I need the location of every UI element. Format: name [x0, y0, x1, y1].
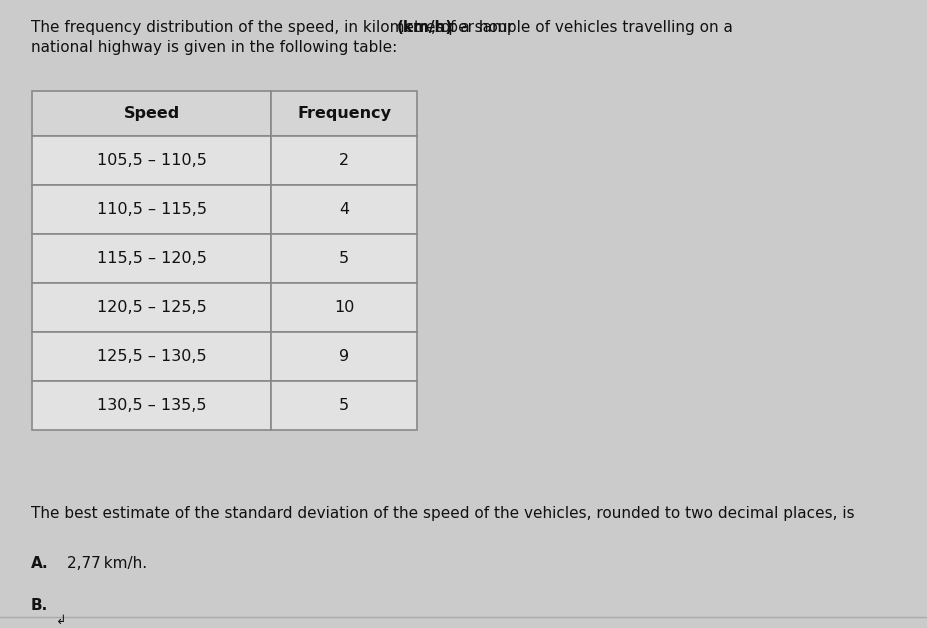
Text: Speed: Speed — [123, 106, 180, 121]
Bar — [271, 234, 417, 283]
Bar — [32, 185, 271, 234]
Text: 2: 2 — [339, 153, 349, 168]
Text: 2,77 km/h.: 2,77 km/h. — [67, 556, 146, 571]
Text: 110,5 – 115,5: 110,5 – 115,5 — [96, 202, 207, 217]
Text: ↲: ↲ — [56, 614, 66, 627]
Text: national highway is given in the following table:: national highway is given in the followi… — [31, 40, 397, 55]
Text: 125,5 – 130,5: 125,5 – 130,5 — [97, 349, 207, 364]
Text: 115,5 – 120,5: 115,5 – 120,5 — [96, 251, 207, 266]
Text: 120,5 – 125,5: 120,5 – 125,5 — [96, 300, 207, 315]
Bar — [32, 136, 271, 185]
Text: A.: A. — [31, 556, 48, 571]
Text: 9: 9 — [339, 349, 349, 364]
Text: (km/h): (km/h) — [397, 20, 453, 35]
Bar — [32, 332, 271, 381]
Text: 105,5 – 110,5: 105,5 – 110,5 — [96, 153, 207, 168]
Bar — [271, 136, 417, 185]
Text: B.: B. — [31, 598, 48, 613]
Bar — [271, 283, 417, 332]
Bar — [271, 332, 417, 381]
Text: , of a sample of vehicles travelling on a: , of a sample of vehicles travelling on … — [431, 20, 733, 35]
Bar — [271, 381, 417, 430]
Bar — [32, 234, 271, 283]
Text: The best estimate of the standard deviation of the speed of the vehicles, rounde: The best estimate of the standard deviat… — [31, 506, 854, 521]
Bar — [32, 283, 271, 332]
Text: 5: 5 — [339, 251, 349, 266]
Bar — [32, 381, 271, 430]
Bar — [32, 91, 271, 136]
Text: 4: 4 — [339, 202, 349, 217]
Bar — [271, 91, 417, 136]
Text: Frequency: Frequency — [297, 106, 391, 121]
Text: 130,5 – 135,5: 130,5 – 135,5 — [97, 398, 207, 413]
Text: 5: 5 — [339, 398, 349, 413]
Text: The frequency distribution of the speed, in kilometres per hour: The frequency distribution of the speed,… — [31, 20, 518, 35]
Bar — [271, 185, 417, 234]
Text: 10: 10 — [334, 300, 354, 315]
